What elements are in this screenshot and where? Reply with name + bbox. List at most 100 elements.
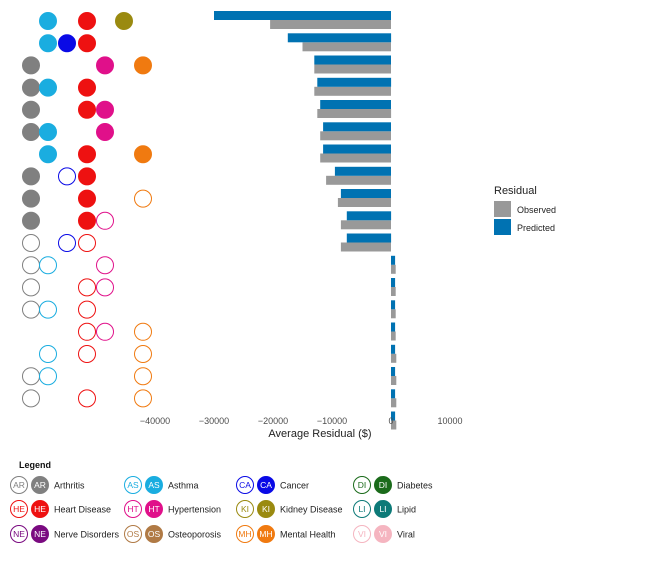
x-tick-label: −20000 <box>258 416 288 426</box>
legend-he-outline-code: HE <box>13 504 25 514</box>
legend-ar-filled: AR <box>31 476 49 494</box>
legend-di-outline-code: DI <box>358 480 367 490</box>
legend-as-filled: AS <box>145 476 163 494</box>
row-13-he-marker: HE <box>78 0 96 297</box>
row-7-as-marker-shape <box>39 145 57 164</box>
row-12-ar-marker-code: AR <box>25 0 37 2</box>
bar-predicted-11 <box>346 233 392 243</box>
row-9-ar-marker-code: AR <box>25 0 37 2</box>
legend-ar-outline: AR <box>10 476 28 494</box>
row-2-as-marker-code: AS <box>42 0 54 2</box>
bars-group <box>214 11 397 430</box>
row-6-ht-marker-code: HT <box>99 0 110 2</box>
row-17-mh-marker: MH <box>134 0 152 386</box>
bar-observed-3 <box>314 64 391 74</box>
row-2-as-marker-shape <box>39 34 57 53</box>
row-10-ar-marker-code: AR <box>25 0 37 2</box>
x-tick-label: 10000 <box>437 416 462 426</box>
row-14-as-marker-code: AS <box>42 0 54 2</box>
bar-observed-10 <box>340 220 391 230</box>
legend-ar-filled-shape <box>31 476 49 494</box>
row-1-he-marker-shape <box>78 12 96 30</box>
legend-ki-filled-shape <box>257 500 275 518</box>
legend-mh-outline: MH <box>236 525 254 543</box>
legend-as-outline: AS <box>124 476 142 494</box>
legend-ne-outline-shape <box>10 525 28 543</box>
row-12-ht-marker-shape <box>96 256 114 275</box>
legend-mh-outline-shape <box>236 525 254 543</box>
row-4-ar-marker-code: AR <box>25 0 37 2</box>
bar-predicted-16 <box>391 344 396 354</box>
row-1-as-marker-code: AS <box>42 0 54 2</box>
row-1-as-marker: AS <box>39 0 57 30</box>
bar-predicted-12 <box>391 255 396 265</box>
row-10-he-marker: HE <box>78 0 96 230</box>
condition-legend: Legend AR AR Arthritis AS AS Asthma CA CA Cancer… <box>10 460 433 543</box>
legend-di-filled-shape <box>374 476 392 494</box>
row-5-he-marker: HE <box>78 0 96 119</box>
row-14-as-marker-shape <box>39 300 57 319</box>
row-6-as-marker-code: AS <box>42 0 54 2</box>
legend-as-filled-code: AS <box>148 480 160 490</box>
condition-legend-title: Legend <box>19 460 51 470</box>
bar-observed-12 <box>391 264 396 274</box>
row-11-he-marker-shape <box>78 234 96 252</box>
row-2-he-marker-code: HE <box>81 0 93 2</box>
row-9-he-marker-code: HE <box>81 0 93 2</box>
row-8-ca-marker: CA <box>58 0 76 186</box>
row-18-he-marker-code: HE <box>81 0 93 2</box>
row-17-mh-marker-shape <box>134 367 152 386</box>
row-16-he-marker-shape <box>78 345 96 363</box>
row-12-ar-marker-shape <box>22 256 40 275</box>
legend-di-outline: DI <box>353 476 371 494</box>
row-14-he-marker: HE <box>78 0 96 319</box>
legend-mh-outline-code: MH <box>238 529 251 539</box>
bar-observed-8 <box>326 175 391 185</box>
legend-ca-outline-code: CA <box>239 480 251 490</box>
row-1-ki-marker-code: KI <box>120 0 128 2</box>
row-1-he-marker: HE <box>78 0 96 30</box>
legend-vi-filled: VI <box>374 525 392 543</box>
row-12-as-marker-code: AS <box>42 0 54 2</box>
row-3-ht-marker-shape <box>96 56 114 75</box>
row-8-he-marker-code: HE <box>81 0 93 2</box>
legend-ht-outline: HT <box>124 500 142 518</box>
row-3-mh-marker-code: MH <box>136 0 149 2</box>
row-7-he-marker-code: HE <box>81 0 93 2</box>
row-11-ca-marker-shape <box>58 234 76 252</box>
row-2-as-marker: AS <box>39 0 57 53</box>
legend-ca-outline-shape <box>236 476 254 494</box>
row-5-he-marker-code: HE <box>81 0 93 2</box>
row-5-ar-marker: AR <box>22 0 40 119</box>
row-17-as-marker: AS <box>39 0 57 386</box>
row-12-as-marker: AS <box>39 0 57 275</box>
legend-label-asthma: Asthma <box>168 481 199 491</box>
legend-ki-filled-code: KI <box>262 504 270 514</box>
row-17-as-marker-code: AS <box>42 0 54 2</box>
bar-predicted-10 <box>346 211 392 221</box>
legend-di-filled: DI <box>374 476 392 494</box>
row-4-he-marker-code: HE <box>81 0 93 2</box>
legend-li-filled-shape <box>374 500 392 518</box>
legend-he-filled-code: HE <box>34 504 46 514</box>
row-10-ht-marker-shape <box>96 211 114 230</box>
row-17-as-marker-shape <box>39 367 57 386</box>
row-17-mh-marker-code: MH <box>136 0 149 2</box>
row-15-mh-marker-code: MH <box>136 0 149 2</box>
legend-label-lipid: Lipid <box>397 505 416 515</box>
row-7-he-marker-shape <box>78 145 96 164</box>
row-7-as-marker-code: AS <box>42 0 54 2</box>
row-8-ar-marker-code: AR <box>25 0 37 2</box>
row-14-ar-marker-code: AR <box>25 0 37 2</box>
row-10-ht-marker: HT <box>96 0 114 230</box>
row-7-he-marker: HE <box>78 0 96 164</box>
x-axis: Average Residual ($) −40000 −30000 −20000 −… <box>140 416 463 440</box>
legend-label-heart-disease: Heart Disease <box>54 505 111 515</box>
legend-ht-filled-shape <box>145 500 163 518</box>
legend-ki-outline: KI <box>236 500 254 518</box>
row-11-ar-marker: AR <box>22 0 40 252</box>
bar-predicted-1 <box>214 11 391 20</box>
residual-legend-label-observed: Observed <box>517 205 556 215</box>
row-8-he-marker: HE <box>78 0 96 186</box>
legend-ar-outline-code: AR <box>13 480 25 490</box>
